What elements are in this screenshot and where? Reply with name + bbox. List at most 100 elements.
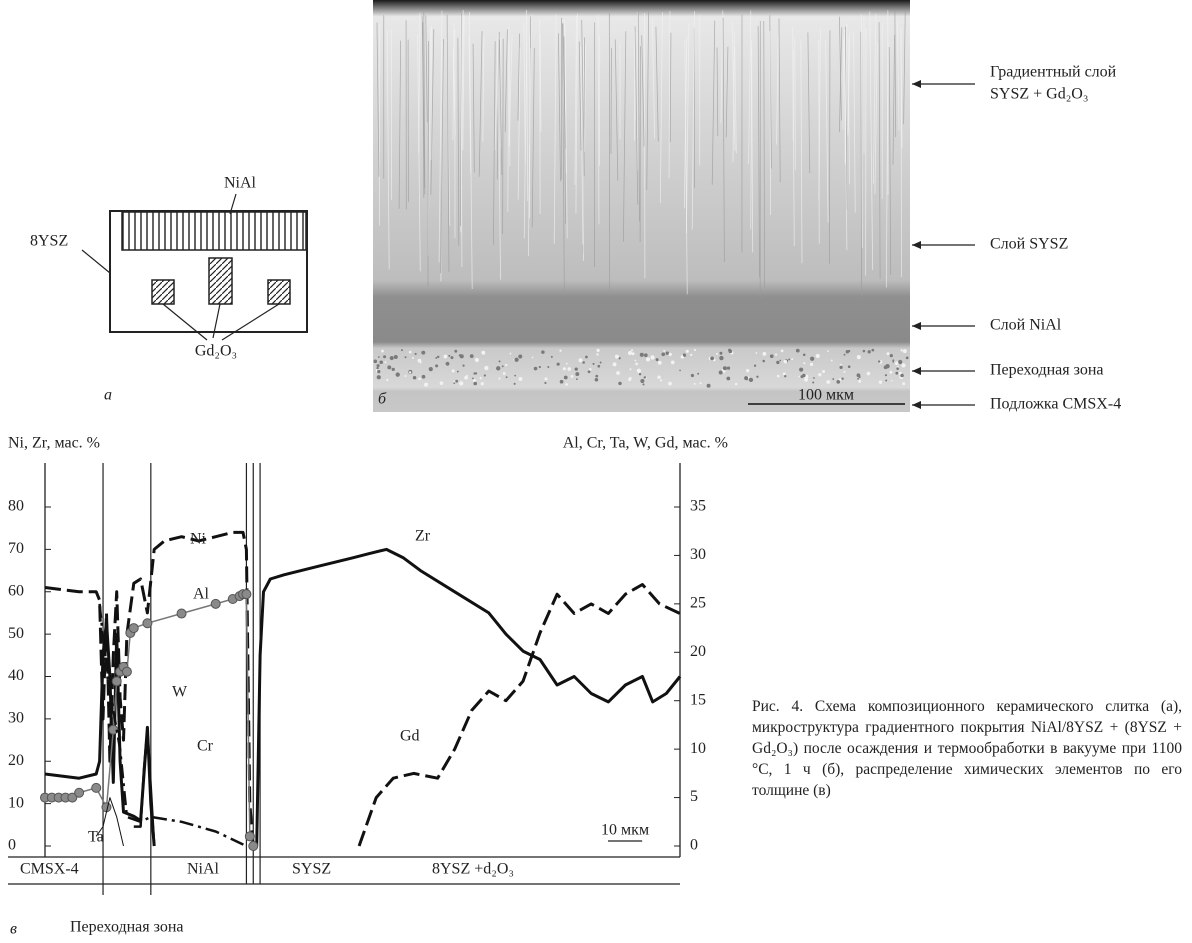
texture <box>435 364 438 367</box>
texture <box>898 360 902 364</box>
texture <box>710 356 714 360</box>
texture <box>841 378 843 380</box>
texture <box>422 375 426 379</box>
series-line <box>45 549 680 846</box>
schematic: NiAl 8YSZ Gd₂O₃ а <box>30 175 307 404</box>
texture <box>848 350 850 352</box>
texture <box>746 369 749 372</box>
texture <box>571 375 574 378</box>
marker <box>242 590 251 599</box>
texture <box>694 349 696 351</box>
texture <box>879 381 882 384</box>
texture <box>683 353 686 356</box>
panel-label: б <box>378 391 387 408</box>
zone-label: 8YSZ +d₂O₃ <box>432 861 514 878</box>
texture <box>560 380 564 384</box>
texture <box>887 352 890 355</box>
texture <box>857 373 861 377</box>
zone-label: CMSX-4 <box>20 861 79 878</box>
texture <box>827 350 829 352</box>
texture <box>613 362 617 366</box>
zone-label: Переходная зона <box>70 919 184 936</box>
texture <box>707 384 711 388</box>
texture <box>902 382 905 385</box>
texture <box>567 367 571 371</box>
texture <box>418 359 422 363</box>
texture <box>863 350 866 353</box>
texture <box>596 349 599 352</box>
texture <box>377 370 380 373</box>
texture <box>551 356 553 358</box>
layer-label: Слой SYSZ <box>990 236 1068 253</box>
marker <box>75 788 84 797</box>
y2-tick-label: 25 <box>690 595 706 612</box>
texture <box>418 378 421 381</box>
texture <box>669 353 672 356</box>
texture <box>885 379 887 381</box>
inclusion <box>268 280 290 304</box>
texture <box>381 350 384 353</box>
label: NiAl <box>224 175 257 192</box>
texture <box>566 363 568 365</box>
texture <box>784 375 786 377</box>
texture <box>663 350 665 352</box>
scale-label: 100 мкм <box>798 387 854 404</box>
texture <box>413 376 416 379</box>
texture <box>644 376 646 378</box>
texture <box>374 360 378 364</box>
scale-label: 10 мкм <box>601 822 649 839</box>
texture <box>484 374 486 376</box>
texture <box>630 368 632 370</box>
y2-tick-label: 15 <box>690 691 706 708</box>
texture <box>889 371 892 374</box>
niai-layer <box>122 212 306 250</box>
texture <box>376 367 378 369</box>
texture <box>781 350 784 353</box>
texture <box>629 377 632 380</box>
texture <box>831 359 833 361</box>
texture <box>396 372 400 376</box>
texture <box>640 353 644 357</box>
texture <box>383 355 386 358</box>
series-label: Ni <box>190 531 207 548</box>
texture <box>826 380 830 384</box>
texture <box>848 365 851 368</box>
texture <box>394 355 398 359</box>
texture <box>377 364 380 367</box>
y-tick-label: 60 <box>8 582 24 599</box>
texture <box>812 381 814 383</box>
y2-tick-label: 5 <box>690 788 698 805</box>
texture <box>657 376 660 379</box>
layer-label: Переходная зона <box>990 362 1104 379</box>
texture <box>686 350 689 353</box>
texture <box>565 383 568 386</box>
texture <box>735 383 737 385</box>
texture <box>668 382 672 386</box>
texture <box>386 379 388 381</box>
series-line <box>359 585 680 847</box>
texture <box>719 356 723 360</box>
texture <box>595 375 598 378</box>
y-tick-label: 20 <box>8 752 24 769</box>
texture <box>716 353 718 355</box>
texture <box>539 366 541 368</box>
texture <box>506 376 508 378</box>
figure: NiAl 8YSZ Gd₂O₃ а 100 мкмб Градиентный с… <box>0 0 1192 943</box>
texture <box>775 354 777 356</box>
texture <box>514 358 518 362</box>
texture <box>895 372 898 375</box>
texture <box>763 352 767 356</box>
texture <box>453 381 455 383</box>
texture <box>896 367 899 370</box>
texture <box>481 351 485 355</box>
texture <box>895 361 899 365</box>
y2-tick-label: 20 <box>690 643 706 660</box>
layer-label: Подложка CMSX-4 <box>990 396 1121 413</box>
y2-tick-label: 30 <box>690 546 706 563</box>
texture <box>409 351 412 354</box>
micrograph: 100 мкм б <box>373 0 910 412</box>
texture <box>871 349 874 352</box>
inclusion <box>152 280 174 304</box>
texture <box>454 350 457 353</box>
texture <box>559 349 561 351</box>
